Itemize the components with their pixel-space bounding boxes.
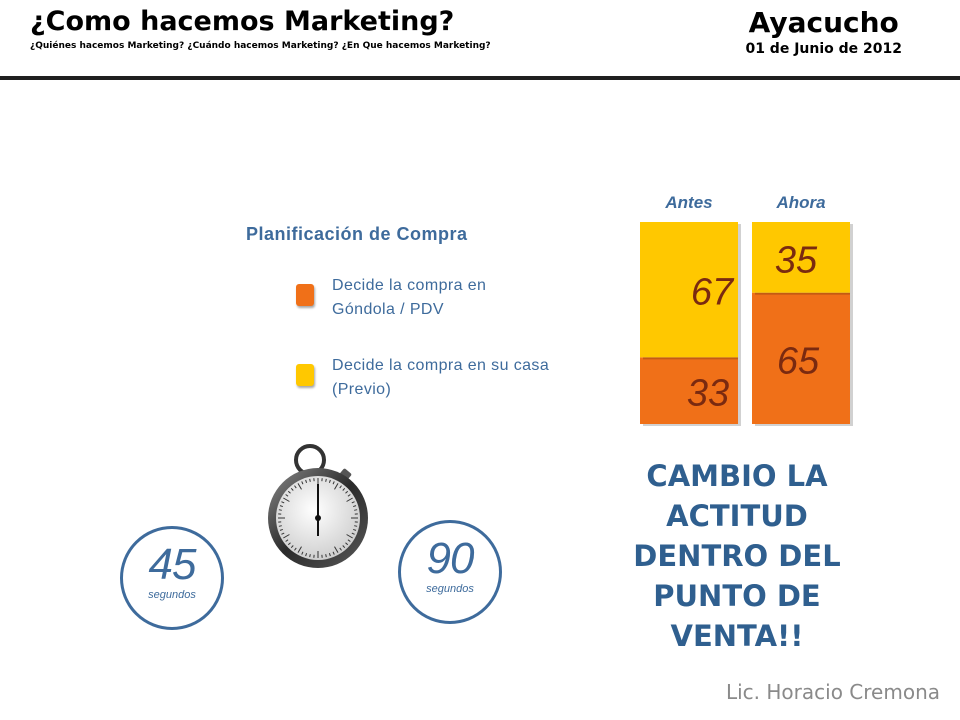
date-label: 01 de Junio de 2012 <box>745 41 902 57</box>
bar-segment-ahora-gondola <box>752 292 850 424</box>
author-footer: Lic. Horacio Cremona <box>725 680 940 704</box>
category-label-ahora: Ahora <box>775 193 825 212</box>
category-label-antes: Antes <box>664 193 712 212</box>
legend-label-gondola: Decide la compra en Góndola / PDV <box>332 277 487 318</box>
data-label: 65 <box>777 340 820 382</box>
headline-message: CAMBIO LA ACTITUD DENTRO DEL PUNTO DE VE… <box>633 459 841 653</box>
page-subtitle: ¿Quiénes hacemos Marketing? ¿Cuándo hace… <box>30 41 491 51</box>
stopwatch-icon <box>258 440 378 575</box>
timer-unit: segundos <box>148 589 196 601</box>
data-label: 33 <box>687 373 729 415</box>
timer-value: 45 <box>148 540 197 589</box>
header-right: Ayacucho 01 de Junio de 2012 <box>745 6 902 57</box>
legend-label-casa: Decide la compra en su casa (Previo) <box>332 357 550 398</box>
timer-value: 90 <box>426 534 475 583</box>
legend-swatch-casa <box>296 364 314 386</box>
location-title: Ayacucho <box>748 6 899 39</box>
stacked-bar-chart: Antes 33 67 Ahora 65 35 <box>620 186 880 436</box>
header-left: ¿Como hacemos Marketing? ¿Quiénes hacemo… <box>30 6 491 51</box>
bar-segment-ahora-casa <box>752 222 850 293</box>
timer-circle-45: 45 segundos <box>120 526 224 630</box>
page-title: ¿Como hacemos Marketing? <box>30 6 455 37</box>
timer-circle-90: 90 segundos <box>398 520 502 624</box>
chart-svg: Antes 33 67 Ahora 65 35 <box>640 193 853 426</box>
bar-segment-antes-gondola <box>640 357 738 424</box>
legend-title: Planificación de Compra <box>246 224 468 244</box>
data-label: 67 <box>691 272 735 314</box>
data-label: 35 <box>775 239 818 281</box>
bar-segment-antes-casa <box>640 222 738 358</box>
header-divider <box>0 76 960 80</box>
legend-swatch-gondola <box>296 284 314 306</box>
timer-unit: segundos <box>426 583 474 595</box>
